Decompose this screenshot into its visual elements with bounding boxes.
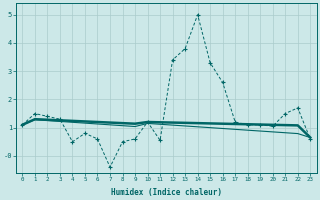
X-axis label: Humidex (Indice chaleur): Humidex (Indice chaleur) [111, 188, 222, 197]
